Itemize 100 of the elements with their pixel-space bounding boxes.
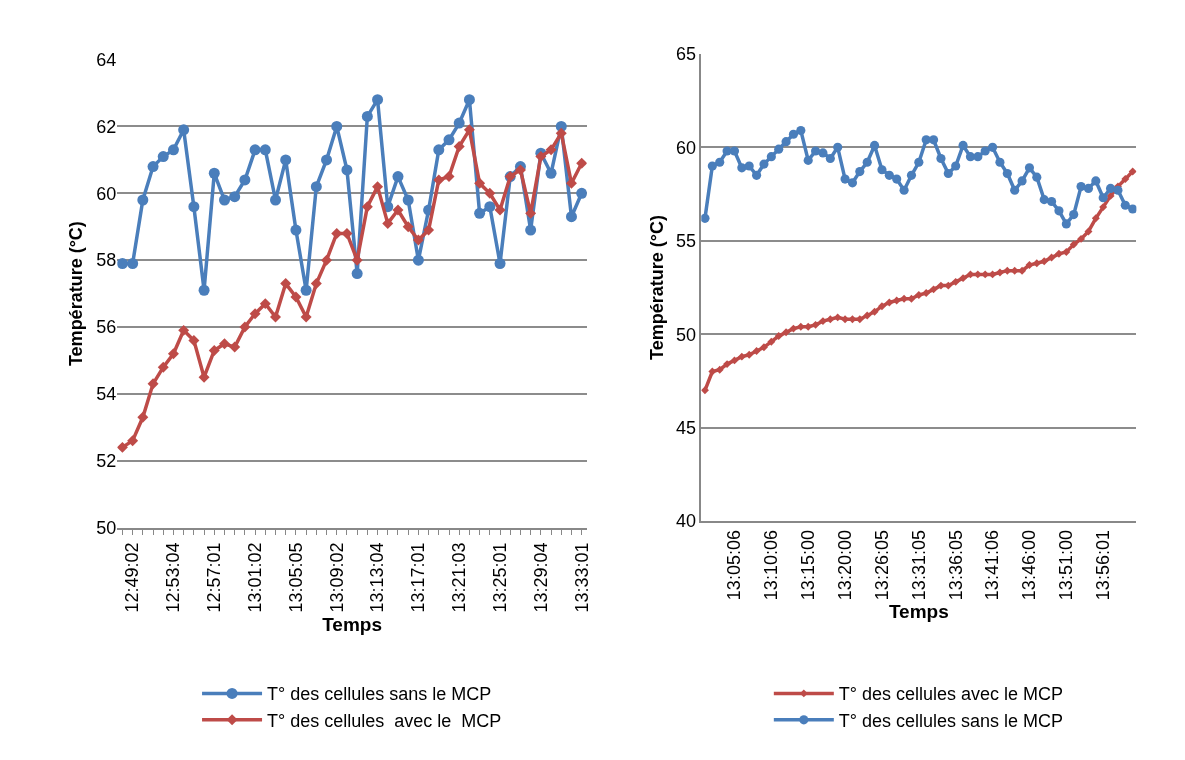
x-tick-label: 13:21:03: [449, 542, 470, 613]
point: [229, 191, 241, 203]
point: [862, 157, 872, 167]
point: [759, 159, 769, 169]
point: [804, 322, 813, 331]
point: [412, 234, 424, 246]
point: [1046, 196, 1057, 207]
point: [361, 110, 373, 122]
point: [239, 321, 251, 333]
point: [929, 285, 938, 294]
point: [922, 289, 931, 298]
point: [290, 291, 302, 303]
point: [127, 258, 139, 270]
point: [995, 268, 1004, 277]
point: [811, 320, 820, 329]
point: [270, 194, 281, 206]
point: [157, 361, 169, 373]
point: [752, 347, 761, 355]
point: [1113, 185, 1123, 195]
x-tick-label: 13:31:05: [908, 530, 929, 601]
point: [167, 348, 179, 360]
point: [1032, 172, 1042, 182]
point: [1083, 183, 1094, 193]
point: [412, 254, 424, 266]
x-tick-label: 13:36:05: [945, 530, 966, 601]
x-tick-label: 13:26:05: [871, 530, 892, 601]
point: [372, 94, 384, 106]
point: [766, 152, 776, 162]
point: [188, 334, 200, 346]
point: [484, 187, 496, 199]
point: [796, 322, 805, 331]
y-tick-label: 54: [96, 384, 117, 405]
point: [951, 277, 960, 286]
point: [1069, 240, 1078, 249]
point: [1128, 204, 1137, 214]
x-axis-title: Temps: [322, 613, 382, 635]
point: [178, 124, 190, 136]
point: [803, 155, 813, 165]
x-tick-label: 13:09:02: [326, 542, 347, 613]
x-tick-label: 13:33:01: [571, 542, 592, 613]
point: [729, 146, 740, 156]
point: [833, 313, 842, 322]
point: [863, 311, 872, 320]
x-tick-label: 13:25:01: [489, 542, 510, 613]
point: [1017, 176, 1027, 186]
point: [759, 343, 768, 352]
point: [707, 161, 717, 171]
point: [1098, 193, 1108, 203]
point: [117, 441, 128, 453]
point: [1025, 261, 1034, 270]
point: [280, 154, 292, 166]
x-tick-label: 13:29:04: [530, 542, 551, 613]
point: [980, 146, 990, 156]
point: [484, 201, 496, 213]
point: [943, 168, 953, 179]
point: [789, 324, 798, 333]
x-tick-label: 13:10:06: [761, 530, 782, 601]
point: [545, 144, 557, 156]
point: [1010, 185, 1020, 195]
x-tick-label: 13:17:01: [408, 542, 429, 613]
point: [782, 328, 791, 337]
point: [914, 157, 924, 167]
point: [351, 268, 363, 280]
point: [914, 290, 923, 299]
x-tick-label: 13:46:00: [1019, 530, 1040, 601]
x-tick-label: 13:51:00: [1056, 530, 1077, 601]
point: [1054, 249, 1063, 258]
point: [535, 151, 547, 163]
point: [341, 164, 353, 176]
x-tick-label: 13:56:01: [1093, 530, 1114, 601]
y-tick-label: 64: [96, 49, 117, 70]
point: [310, 278, 322, 290]
point: [167, 144, 179, 156]
point: [157, 151, 169, 163]
legend-label: T° des cellules avec le MCP: [267, 710, 502, 731]
point: [402, 221, 414, 233]
point: [730, 356, 739, 365]
point: [137, 194, 149, 206]
point: [1105, 183, 1116, 193]
y-tick-label: 50: [96, 517, 117, 538]
point: [1091, 214, 1100, 223]
point: [847, 178, 858, 188]
point: [576, 187, 587, 199]
point: [576, 157, 587, 169]
point: [825, 153, 835, 164]
point: [958, 140, 968, 151]
y-axis-title: Température (°C): [646, 215, 667, 360]
y-tick-label: 50: [675, 324, 696, 345]
x-tick-label: 12:57:01: [204, 542, 225, 613]
y-tick-label: 60: [96, 183, 117, 204]
point: [973, 152, 983, 162]
point: [708, 367, 717, 376]
point: [715, 157, 725, 167]
point: [463, 94, 475, 106]
point: [826, 315, 835, 324]
y-tick-label: 52: [96, 451, 117, 472]
point: [280, 278, 292, 290]
point: [988, 142, 998, 152]
point: [884, 170, 894, 180]
point: [1024, 163, 1035, 173]
